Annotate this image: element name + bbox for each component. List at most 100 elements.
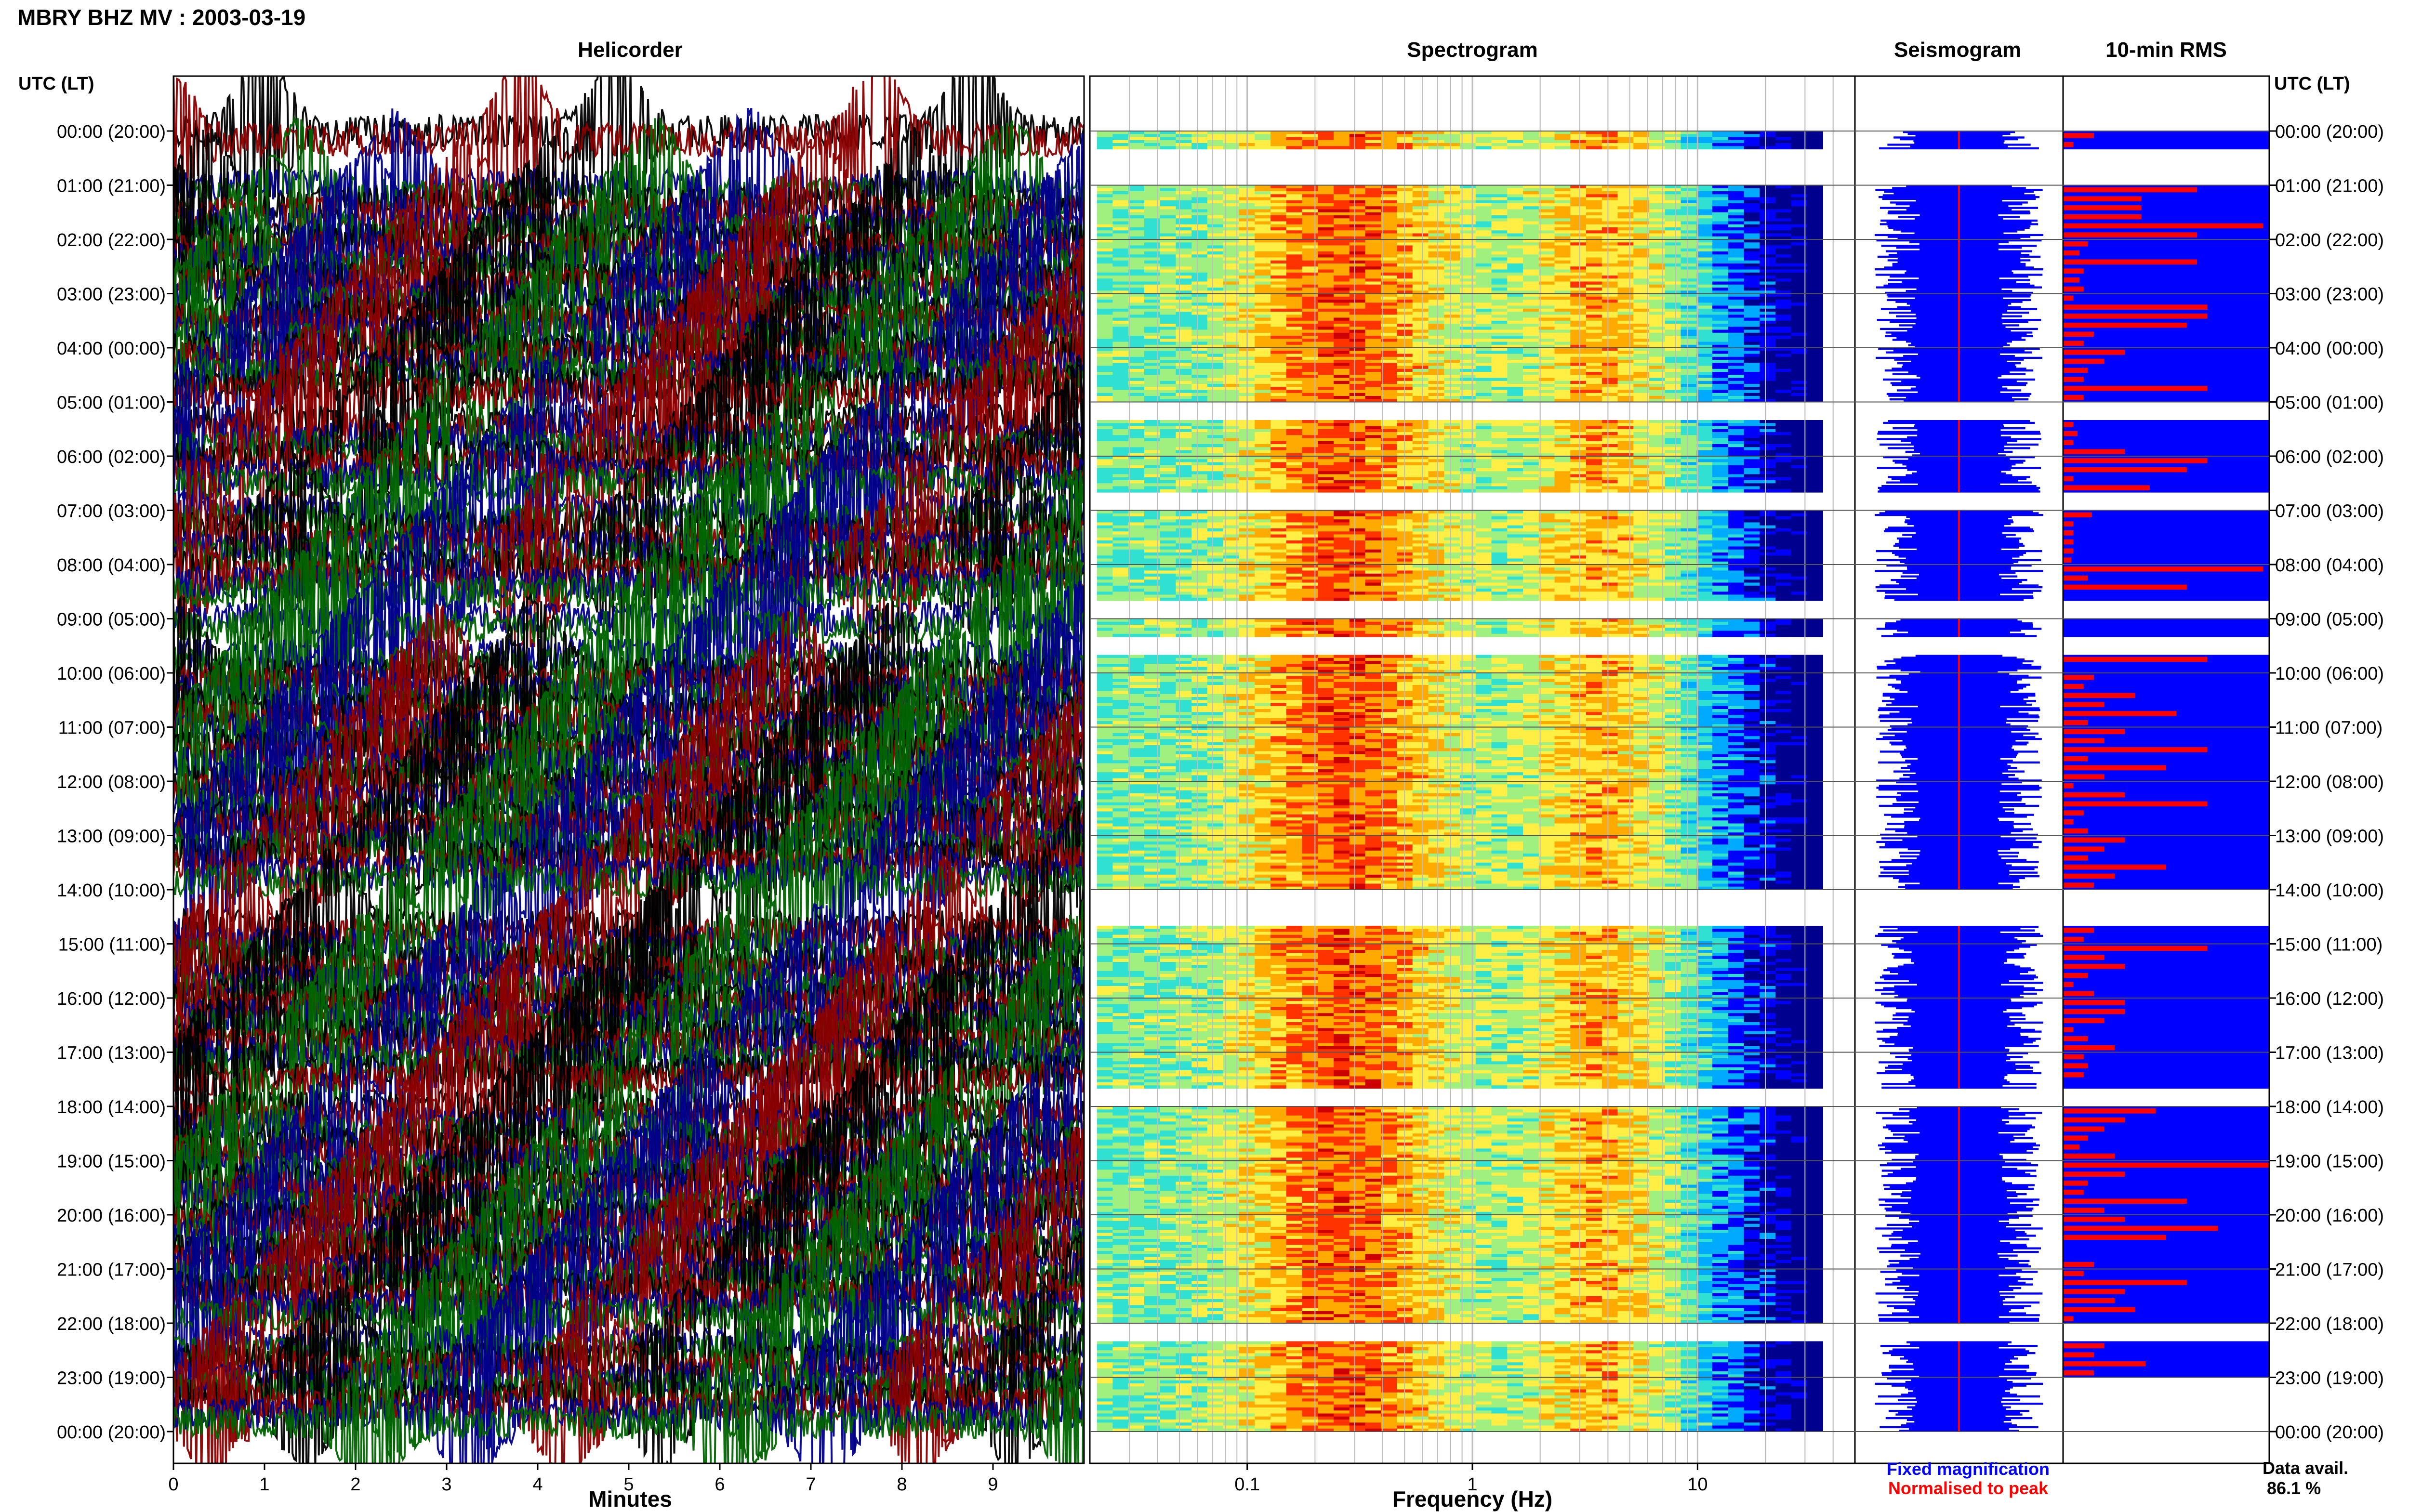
spectrogram-cell (1207, 423, 1224, 427)
spectrogram-cell (1444, 384, 1460, 387)
spectrogram-cell (1112, 185, 1129, 189)
spectrogram-cell (1633, 354, 1650, 357)
spectrogram-cell (1460, 284, 1476, 288)
spectrogram-cell (1318, 474, 1334, 478)
spectrogram-cell (1223, 348, 1240, 351)
spectrogram-cell (1286, 456, 1303, 460)
spectrogram-cell (1507, 233, 1523, 237)
spectrogram-cell (1602, 191, 1618, 195)
spectrogram-cell (1302, 203, 1318, 207)
spectrogram-cell (1286, 227, 1303, 231)
spectrogram-cell (1491, 324, 1508, 327)
spectrogram-cell (1681, 348, 1697, 351)
spectrogram-cell (1507, 372, 1523, 375)
spectrogram-cell (1365, 387, 1381, 391)
spectrogram-cell (1507, 296, 1523, 300)
spectrogram-cell (1349, 227, 1366, 231)
spectrogram-cell (1412, 290, 1429, 294)
spectrogram-cell (1475, 342, 1492, 345)
spectrogram-cell (1665, 227, 1681, 231)
spectrogram-cell (1681, 471, 1697, 475)
spectrogram-cell (1460, 471, 1476, 475)
spectrogram-cell (1570, 393, 1587, 396)
spectrogram-cell (1160, 134, 1177, 138)
spectrogram-cell (1712, 230, 1729, 234)
spectrogram-cell (1460, 339, 1476, 342)
spectrogram-cell (1760, 348, 1776, 351)
spectrogram-cell (1112, 519, 1129, 523)
spectrogram-cell (1128, 266, 1145, 270)
spectrogram-cell (1775, 363, 1792, 367)
spectrogram-cell (1365, 368, 1381, 372)
spectrogram-cell (1271, 185, 1287, 189)
spectrogram-cell (1144, 354, 1161, 357)
spectrogram-cell (1807, 131, 1823, 134)
spectrogram-cell (1444, 218, 1460, 222)
spectrogram-cell (1460, 209, 1476, 213)
spectrogram-cell (1491, 224, 1508, 228)
spectrogram-cell (1649, 209, 1666, 213)
spectrogram-cell (1760, 194, 1776, 198)
spectrogram-cell (1460, 336, 1476, 339)
spectrogram-cell (1428, 260, 1444, 264)
spectrogram-cell (1523, 354, 1539, 357)
spectrogram-cell (1602, 140, 1618, 144)
spectrogram-cell (1112, 324, 1129, 327)
spectrogram-cell (1160, 329, 1177, 333)
spectrogram-cell (1255, 194, 1271, 198)
spectrogram-cell (1144, 516, 1161, 520)
spectrogram-cell (1271, 272, 1287, 276)
spectrogram-cell (1381, 480, 1397, 484)
spectrogram-cell (1144, 257, 1161, 261)
spectrogram-cell (1144, 272, 1161, 276)
spectrogram-cell (1318, 513, 1334, 517)
spectrogram-cell (1807, 468, 1823, 472)
spectrogram-cell (1712, 242, 1729, 246)
spectrogram-cell (1570, 302, 1587, 306)
spectrogram-cell (1728, 384, 1745, 387)
spectrogram-cell (1570, 251, 1587, 255)
spectrogram-cell (1144, 278, 1161, 282)
spectrogram-cell (1255, 315, 1271, 318)
spectrogram-cell (1728, 260, 1745, 264)
spectrogram-cell (1412, 368, 1429, 372)
spectrogram-cell (1255, 516, 1271, 520)
spectrogram-cell (1570, 453, 1587, 457)
spectrogram-cell (1160, 254, 1177, 258)
spectrogram-cell (1586, 266, 1602, 270)
spectrogram-cell (1712, 342, 1729, 345)
spectrogram-cell (1665, 257, 1681, 261)
spectrogram-cell (1696, 257, 1713, 261)
spectrogram-cell (1255, 453, 1271, 457)
spectrogram-cell (1097, 245, 1113, 249)
spectrogram-cell (1728, 342, 1745, 345)
spectrogram-cell (1775, 134, 1792, 138)
spectrogram-cell (1475, 336, 1492, 339)
spectrogram-cell (1176, 483, 1192, 487)
spectrogram-cell (1538, 206, 1555, 210)
spectrogram-cell (1633, 489, 1650, 493)
spectrogram-cell (1760, 465, 1776, 469)
spectrogram-cell (1475, 296, 1492, 300)
spectrogram-cell (1286, 429, 1303, 433)
spectrogram-cell (1128, 351, 1145, 355)
spectrogram-cell (1144, 426, 1161, 430)
spectrogram-cell (1334, 242, 1350, 246)
spectrogram-cell (1271, 296, 1287, 300)
spectrogram-cell (1665, 426, 1681, 430)
spectrogram-cell (1807, 305, 1823, 309)
spectrogram-cell (1128, 372, 1145, 375)
spectrogram-cell (1128, 486, 1145, 490)
spectrogram-cell (1255, 474, 1271, 478)
spectrogram-cell (1523, 296, 1539, 300)
spectrogram-cell (1160, 438, 1177, 442)
spectrogram-cell (1570, 468, 1587, 472)
spectrogram-cell (1712, 396, 1729, 399)
spectrogram-cell (1633, 224, 1650, 228)
spectrogram-cell (1223, 441, 1240, 445)
spectrogram-cell (1712, 486, 1729, 490)
spectrogram-cell (1491, 399, 1508, 403)
spectrogram-cell (1760, 387, 1776, 391)
spectrogram-cell (1523, 305, 1539, 309)
spectrogram-cell (1791, 224, 1808, 228)
